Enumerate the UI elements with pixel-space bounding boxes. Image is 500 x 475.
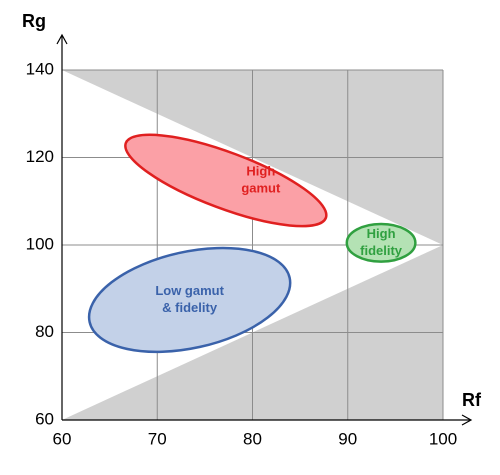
ellipse-label: High (367, 226, 396, 241)
y-tick-label: 60 (35, 409, 54, 428)
y-tick-label: 80 (35, 322, 54, 341)
x-tick-label: 70 (148, 429, 167, 448)
y-axis-arrow (56, 33, 68, 45)
ellipse-region (87, 246, 292, 354)
y-tick-label: 100 (26, 234, 54, 253)
x-tick-label: 90 (338, 429, 357, 448)
ellipse-label: High (246, 163, 275, 178)
ellipse-label: Low gamut (155, 283, 224, 298)
x-axis-arrow (461, 414, 473, 426)
y-axis-label: Rg (22, 11, 46, 31)
x-tick-label: 100 (429, 429, 457, 448)
ellipse-label: fidelity (360, 243, 403, 258)
y-tick-label: 120 (26, 147, 54, 166)
x-tick-label: 60 (53, 429, 72, 448)
x-tick-label: 80 (243, 429, 262, 448)
ellipse-label: & fidelity (162, 300, 218, 315)
ellipse-region (345, 222, 417, 263)
ellipse-region (124, 133, 328, 228)
ellipse-label: gamut (241, 180, 281, 195)
y-tick-label: 140 (26, 59, 54, 78)
x-axis-label: Rf (462, 390, 482, 410)
